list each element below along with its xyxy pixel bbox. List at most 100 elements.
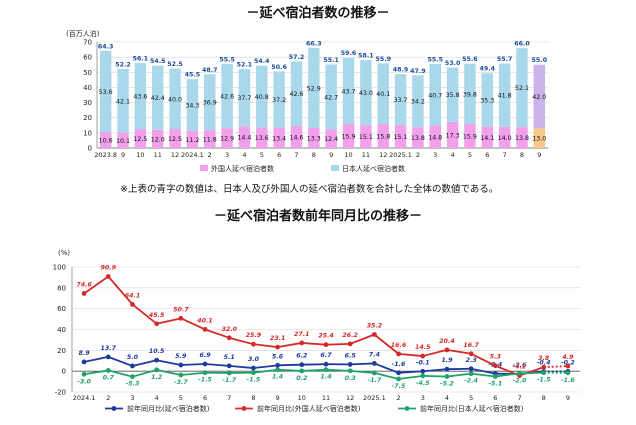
bar-total-value: 55.5	[427, 56, 443, 63]
bar-foreign-value: 13.4	[272, 135, 286, 142]
line-foreign-point	[106, 274, 111, 279]
line-foreign-value: 32.0	[221, 326, 237, 333]
line-japanese-value: 0.7	[103, 374, 115, 381]
line-total-point	[372, 361, 377, 366]
line-total-segment	[229, 366, 253, 368]
bar-total-value: 48.9	[393, 67, 409, 74]
bar-y-tick-label: 10	[83, 129, 92, 137]
bar-japanese-value: 35.8	[446, 92, 460, 99]
line-total-segment	[181, 364, 205, 365]
line-x-tick-label: 2	[397, 394, 401, 402]
legend-japanese-label: 前年同月比(日本人延べ宿泊者数)	[420, 404, 524, 413]
line-japanese-segment	[278, 370, 302, 371]
line-total-value: 13.7	[101, 345, 117, 352]
line-foreign-segment	[108, 276, 132, 304]
bar-japanese-value: 35.3	[480, 97, 494, 104]
line-japanese-point	[566, 370, 571, 375]
line-total-point	[203, 362, 208, 367]
bar-y-tick-label: 0	[88, 145, 92, 153]
bar-total-value: 55.7	[497, 56, 513, 63]
line-total-value: 3.0	[248, 356, 260, 363]
bar-foreign-value: 15.9	[342, 133, 356, 140]
line-foreign-point	[372, 332, 377, 337]
line-foreign-segment	[157, 318, 181, 323]
bar-x-tick-label: 7	[294, 151, 298, 159]
line-total-segment	[157, 360, 181, 365]
line-foreign-point	[493, 363, 498, 368]
bar-total-value: 45.5	[185, 72, 201, 79]
line-foreign-value: 23.1	[270, 335, 286, 342]
line-foreign-point	[541, 365, 546, 370]
line-foreign-point	[445, 348, 450, 353]
bar-x-tick-label: 2	[208, 151, 212, 159]
bar-total-value: 66.3	[306, 40, 322, 47]
bar-x-tick-label: 11	[362, 151, 370, 159]
line-total-segment	[350, 363, 374, 364]
bar-x-tick-label: 6	[485, 151, 489, 159]
bar-foreign-value: 13.3	[307, 135, 321, 142]
line-total-segment	[302, 364, 326, 365]
bar-y-tick-label: 70	[83, 39, 92, 47]
line-x-tick-label: 8	[251, 394, 255, 402]
line-foreign-value: -4.2	[513, 364, 527, 371]
bar-foreign-value: 14.8	[428, 134, 442, 141]
line-y-tick-label: -20	[55, 389, 66, 397]
bar-x-tick-label: 9	[537, 151, 541, 159]
line-total-point	[348, 362, 353, 367]
bar-japanese-value: 40.7	[428, 92, 442, 99]
bar-japanese-value: 42.6	[289, 91, 303, 98]
line-x-tick-label: 5	[469, 394, 473, 402]
bar-japanese-value: 53.6	[99, 89, 113, 96]
bar-total-value: 55.5	[219, 56, 235, 63]
bar-foreign-value: 13.6	[255, 135, 269, 142]
line-x-tick-label: 7	[517, 394, 521, 402]
line-y-tick-label: 60	[57, 305, 66, 313]
line-foreign-value: 35.2	[367, 323, 383, 330]
bar-total-value: 55.6	[462, 56, 478, 63]
line-japanese-point	[130, 374, 135, 379]
line-x-tick-label: 10	[298, 394, 306, 402]
line-total-point	[106, 354, 111, 359]
bar-x-tick-label: 5	[468, 151, 472, 159]
line-x-tick-label: 11	[322, 394, 330, 402]
line-japanese-point	[493, 374, 498, 379]
bar-total-value: 58.1	[358, 53, 374, 60]
line-japanese-point	[106, 368, 111, 373]
bar-total-value: 66.0	[514, 41, 530, 48]
bar-foreign-value: 13.0	[532, 136, 546, 143]
bar-x-tick-label: 12	[379, 151, 387, 159]
line-total-point	[445, 367, 450, 372]
bar-total-value: 55.9	[375, 56, 391, 63]
bar-total-value: 53.0	[445, 60, 461, 67]
bar-y-tick-label: 20	[83, 114, 92, 122]
bar-japanese-value: 40.1	[376, 91, 390, 98]
line-foreign-value: 16.6	[391, 342, 407, 349]
line-foreign-point	[420, 354, 425, 359]
line-total-point	[275, 363, 280, 368]
line-japanese-value: -5.2	[440, 381, 454, 388]
bar-japanese-value: 42.1	[116, 98, 130, 105]
bar-x-tick-label: 3	[225, 151, 229, 159]
line-japanese-point	[469, 371, 474, 376]
line-total-point	[130, 364, 135, 369]
legend-foreign-marker	[242, 406, 247, 411]
line-y-tick-label: 0	[62, 368, 66, 376]
line-japanese-segment	[447, 374, 471, 377]
bar-x-tick-label: 2	[416, 151, 420, 159]
legend-foreign-label: 外国人延べ宿泊者数	[211, 164, 274, 173]
bar-japanese-value: 42.6	[220, 94, 234, 101]
bar-x-tick-label: 2025.1	[389, 151, 412, 159]
bar-japanese-value: 33.7	[394, 97, 408, 104]
line-total-point	[154, 358, 159, 363]
line-foreign-segment	[278, 343, 302, 347]
line-x-tick-label: 8	[542, 394, 546, 402]
bar-foreign-value: 12.5	[133, 136, 147, 143]
bar-total-value: 55.0	[532, 57, 548, 64]
line-total-point	[82, 359, 87, 364]
line-y-tick-label: 20	[57, 347, 66, 355]
line-total-segment	[84, 357, 108, 362]
line-japanese-value: -1.7	[222, 377, 236, 384]
line-japanese-value: 1.4	[272, 374, 283, 381]
line-total-value: 5.1	[224, 354, 235, 361]
line-foreign-point	[203, 327, 208, 332]
